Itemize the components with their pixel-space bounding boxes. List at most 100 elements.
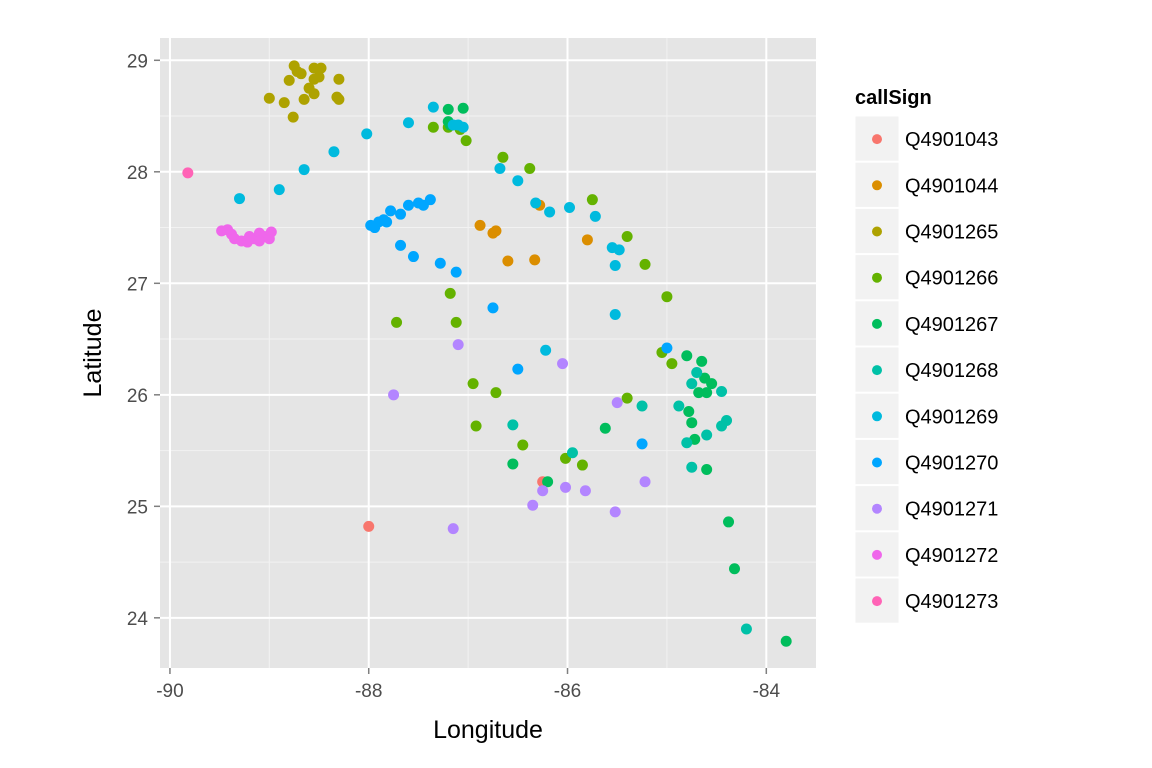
legend-item-Q4901270: Q4901270 <box>854 438 998 486</box>
data-point <box>621 392 633 404</box>
data-point <box>613 244 625 256</box>
data-point <box>576 459 588 471</box>
data-point <box>512 175 524 187</box>
data-point <box>331 91 343 103</box>
x-tick-label: -86 <box>554 681 581 702</box>
data-point <box>609 259 621 271</box>
data-point <box>253 235 265 247</box>
data-point <box>540 344 552 356</box>
data-point <box>457 102 469 114</box>
y-tick-label: 27 <box>127 274 148 295</box>
data-point <box>450 316 462 328</box>
x-tick-label: -88 <box>355 681 382 702</box>
legend-item-Q4901271: Q4901271 <box>854 485 998 532</box>
data-point <box>447 523 459 535</box>
data-point <box>273 184 285 196</box>
legend-item-Q4901272: Q4901272 <box>854 531 998 578</box>
data-point <box>639 476 651 488</box>
data-point <box>716 420 728 432</box>
data-point <box>450 266 462 278</box>
data-point <box>494 162 506 174</box>
data-point <box>402 199 414 211</box>
legend-item-Q4901043: Q4901043 <box>854 115 998 162</box>
data-point <box>265 226 277 238</box>
data-point <box>579 485 591 497</box>
data-point <box>497 151 509 163</box>
y-tick-label: 26 <box>127 386 148 407</box>
legend-item-Q4901273: Q4901273 <box>854 577 998 624</box>
data-point <box>542 476 554 488</box>
data-point <box>683 406 695 418</box>
data-point <box>530 197 542 209</box>
series-Q4901271 <box>388 339 651 535</box>
series-Q4901270 <box>365 194 673 450</box>
data-point <box>716 385 728 397</box>
data-point <box>780 635 792 647</box>
data-point <box>388 389 400 401</box>
data-point <box>298 93 310 105</box>
data-point <box>723 516 735 528</box>
data-point <box>666 358 678 370</box>
major-gridlines <box>160 38 816 668</box>
data-point <box>686 461 698 473</box>
data-point <box>381 216 393 228</box>
data-points <box>182 60 792 647</box>
data-point <box>701 429 713 441</box>
x-axis-title: Longitude <box>433 716 543 744</box>
data-point <box>589 210 601 222</box>
data-point <box>402 117 414 129</box>
data-point <box>315 62 327 74</box>
legend-label: Q4901272 <box>905 545 998 567</box>
data-point <box>365 219 377 231</box>
data-point <box>361 128 373 140</box>
data-point <box>740 623 752 635</box>
data-point <box>507 419 519 431</box>
data-point <box>395 208 407 220</box>
legend-title: callSign <box>855 87 932 109</box>
data-point <box>686 417 698 429</box>
data-point <box>434 257 446 269</box>
legend-label: Q4901269 <box>905 406 998 428</box>
data-point <box>467 378 479 390</box>
data-point <box>333 73 345 85</box>
data-point <box>517 439 529 451</box>
data-point <box>444 287 456 299</box>
plot-panel <box>160 38 816 668</box>
data-point <box>527 499 539 511</box>
data-point <box>487 302 499 314</box>
legend-key-dot <box>872 180 882 191</box>
data-point <box>673 400 685 412</box>
legend-item-Q4901044: Q4901044 <box>854 161 998 208</box>
data-point <box>507 458 519 470</box>
legend-key-dot <box>872 134 882 145</box>
series-Q4901273 <box>182 167 194 179</box>
data-point <box>529 254 541 266</box>
data-point <box>385 205 397 217</box>
legend-label: Q4901043 <box>905 129 998 151</box>
x-tick-label: -90 <box>156 681 183 702</box>
data-point <box>512 363 524 375</box>
data-point <box>701 464 713 476</box>
data-point <box>681 350 693 362</box>
data-point <box>287 111 299 123</box>
legend-label: Q4901273 <box>905 591 998 613</box>
data-point <box>728 563 740 575</box>
data-point <box>537 485 549 497</box>
data-point <box>395 239 407 251</box>
data-point <box>313 71 325 83</box>
data-point <box>457 121 469 133</box>
legend-key-dot <box>872 318 882 329</box>
data-point <box>243 230 255 242</box>
data-point <box>686 378 698 390</box>
series-Q4901266 <box>391 121 678 471</box>
data-point <box>524 162 536 174</box>
data-point <box>363 520 375 532</box>
legend-key <box>854 254 900 301</box>
data-point <box>298 164 310 176</box>
y-tick-label: 25 <box>127 497 148 518</box>
data-point <box>609 506 621 518</box>
legend-key-dot <box>872 549 882 560</box>
data-point <box>693 387 705 399</box>
series-Q4901268 <box>507 367 752 635</box>
